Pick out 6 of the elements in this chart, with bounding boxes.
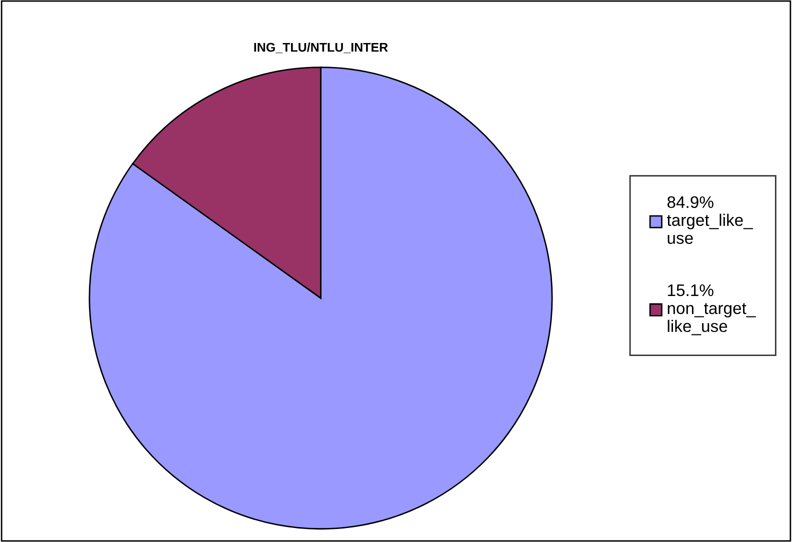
chart-title: ING_TLU/NTLU_INTER (254, 42, 388, 54)
legend-label: non_target_like_use (668, 303, 756, 336)
legend-label: target_like_use (666, 214, 754, 244)
pie-slice (88, 66, 553, 530)
data-label: 15.1% (668, 284, 714, 296)
data-label: 84.9% (667, 196, 714, 208)
